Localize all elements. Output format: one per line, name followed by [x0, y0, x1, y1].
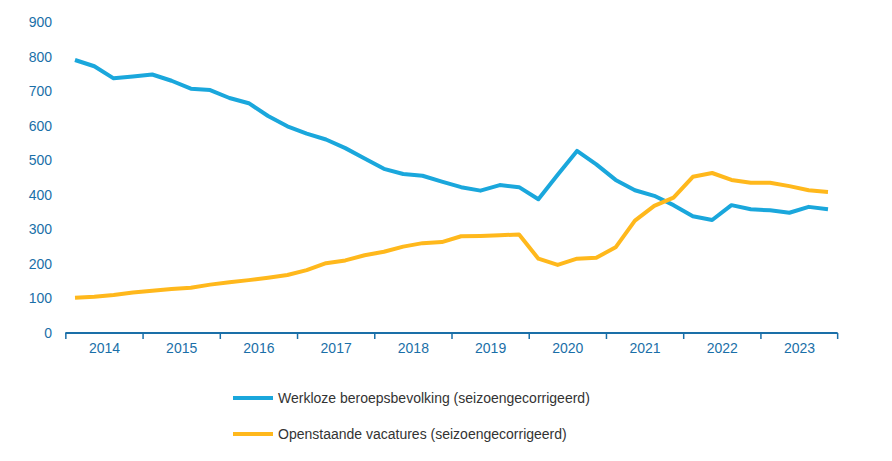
x-tick: 2020 [529, 333, 583, 356]
x-axis: 2014 2015 2016 2017 2018 2019 2020 2021 2022 2023 [65, 333, 837, 356]
x-tick-mark [65, 333, 67, 339]
x-tick: 2019 [452, 333, 506, 356]
x-tick: 2021 [606, 333, 660, 356]
y-tick-label: 300 [29, 221, 53, 237]
y-tick: 300 [29, 221, 53, 237]
legend-label: Openstaande vacatures (seizoengecorrigee… [278, 426, 567, 442]
x-tick-mark [297, 333, 299, 339]
x-tick: 2014 [66, 333, 120, 356]
legend-swatch [233, 396, 273, 400]
y-tick: 0 [44, 325, 52, 341]
x-tick-mark [683, 333, 685, 339]
y-axis: 0 100 200 300 400 500 600 700 800 900 [29, 14, 53, 341]
x-tick-label: 2014 [89, 340, 120, 356]
x-tick-label: 2017 [321, 340, 352, 356]
series-line [75, 173, 828, 298]
x-tick-label: 2023 [784, 340, 815, 356]
y-axis-line [52, 23, 53, 334]
x-tick-mark [374, 333, 376, 339]
y-tick: 100 [29, 290, 53, 306]
y-tick: 400 [29, 187, 53, 203]
x-tick: 2018 [375, 333, 429, 356]
y-tick-label: 100 [29, 290, 53, 306]
x-tick-label: 2021 [629, 340, 660, 356]
series-line [75, 60, 828, 220]
y-tick: 600 [29, 118, 53, 134]
x-tick-label: 2018 [398, 340, 429, 356]
x-tick-label: 2022 [707, 340, 738, 356]
x-tick: 2022 [684, 333, 738, 356]
plot-area [75, 60, 828, 298]
x-tick-mark-end [837, 333, 839, 339]
legend: Werkloze beroepsbevolking (seizoengecorr… [233, 390, 590, 442]
y-tick-label: 800 [29, 49, 53, 65]
x-tick-mark [606, 333, 608, 339]
y-tick-label: 200 [29, 256, 53, 272]
x-tick-mark [760, 333, 762, 339]
y-tick-label: 0 [44, 325, 52, 341]
y-tick-label: 500 [29, 152, 53, 168]
x-tick: 2023 [761, 333, 815, 356]
x-tick-mark [142, 333, 144, 339]
y-tick-label: 600 [29, 118, 53, 134]
legend-swatch [233, 432, 273, 436]
legend-label: Werkloze beroepsbevolking (seizoengecorr… [278, 390, 590, 406]
y-tick: 700 [29, 83, 53, 99]
x-tick-mark [220, 333, 222, 339]
y-tick: 200 [29, 256, 53, 272]
x-tick-label: 2016 [243, 340, 274, 356]
x-tick-label: 2020 [552, 340, 583, 356]
y-tick-label: 700 [29, 83, 53, 99]
x-tick: 2015 [143, 333, 197, 356]
x-tick-mark [528, 333, 530, 339]
chart: 0 100 200 300 400 500 600 700 800 900 2014 2015 2016… [0, 0, 892, 461]
y-tick: 800 [29, 49, 53, 65]
y-tick-label: 900 [29, 14, 53, 30]
x-tick-label: 2015 [166, 340, 197, 356]
x-tick: 2017 [298, 333, 352, 356]
x-tick-label: 2019 [475, 340, 506, 356]
y-tick-label: 400 [29, 187, 53, 203]
x-tick: 2016 [220, 333, 274, 356]
y-tick: 500 [29, 152, 53, 168]
y-tick: 900 [29, 14, 53, 30]
x-tick-mark [451, 333, 453, 339]
